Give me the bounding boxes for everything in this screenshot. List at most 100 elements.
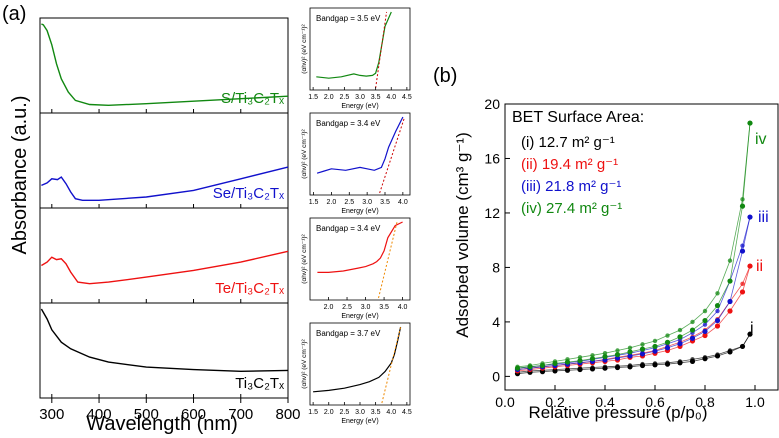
adsorption-point <box>727 308 733 314</box>
inset-tick-label: 2.0 <box>324 94 334 101</box>
bandgap-label: Bandgap = 3.4 eV <box>316 119 381 128</box>
desorption-point <box>715 352 720 357</box>
desorption-point <box>552 359 558 364</box>
adsorption-point <box>639 351 646 357</box>
desorption-point <box>615 363 620 369</box>
panel-a-ylabel: Absorbance (a.u.) <box>9 96 31 255</box>
inset-tick-label: 2.0 <box>324 304 334 311</box>
x-tick-label: 600 <box>181 406 206 423</box>
series-label: ii <box>756 258 763 275</box>
spectrum-label: Se/Ti₃C₂Tₓ <box>213 185 284 202</box>
tauc-curve <box>313 326 402 393</box>
adsorption-point <box>739 248 746 254</box>
desorption-point <box>747 214 753 220</box>
adsorption-point <box>689 327 696 333</box>
adsorption-point <box>677 341 683 347</box>
inset-tick-label: 2.5 <box>342 304 352 311</box>
series-label: iii <box>758 209 769 226</box>
legend-entry: (iii) 21.8 m² g⁻¹ <box>521 178 621 195</box>
tauc-curve <box>317 221 403 273</box>
inset-frame <box>309 112 411 196</box>
tauc-fit-line <box>378 221 398 299</box>
inset-ylabel: (αhν)² (eV cm⁻¹)² <box>301 338 308 388</box>
inset-ylabel: (αhν)² (eV cm⁻¹)² <box>301 23 308 73</box>
inset-tick-label: 3.0 <box>361 304 371 311</box>
bandgap-label: Bandgap = 3.5 eV <box>316 14 381 23</box>
panel-b-xlabel: Relative pressure (p/p₀) <box>528 403 707 422</box>
adsorption-point <box>689 335 696 341</box>
desorption-point <box>740 344 745 349</box>
adsorption-line <box>517 333 751 375</box>
bet-legend-title: BET Surface Area: <box>512 109 644 126</box>
desorption-point <box>565 357 570 362</box>
x-tick-label: 0.8 <box>695 394 715 410</box>
desorption-point <box>740 281 745 286</box>
panel-b-ylabel: Adsorbed volume (cm³ g⁻¹) <box>453 132 472 337</box>
adsorption-point <box>714 317 721 324</box>
adsorption-point <box>727 298 733 305</box>
desorption-point <box>740 243 745 248</box>
desorption-point <box>690 319 695 325</box>
spectrum-frame <box>39 302 289 399</box>
inset-tick-label: 2.0 <box>327 199 337 206</box>
inset-xlabel: Energy (eV) <box>341 313 378 320</box>
legend-entry: (ii) 19.4 m² g⁻¹ <box>521 156 618 173</box>
panel-b-label: (b) <box>433 65 457 87</box>
desorption-point <box>577 355 583 360</box>
inset-tick-label: 4.5 <box>402 94 412 101</box>
inset-tick-label: 4.0 <box>398 199 408 206</box>
inset-frame <box>309 217 411 301</box>
desorption-point <box>740 197 745 202</box>
spectrum-label: S/Ti₃C₂Tₓ <box>221 90 284 107</box>
spectrum-label: Te/Ti₃C₂Tₓ <box>215 280 284 297</box>
inset-tick-label: 3.0 <box>362 199 372 206</box>
inset-tick-label: 4.0 <box>398 304 408 311</box>
desorption-line <box>517 265 751 370</box>
desorption-line <box>517 216 751 369</box>
desorption-point <box>727 348 733 353</box>
spectrum-line <box>41 250 289 285</box>
desorption-point <box>640 342 645 347</box>
desorption-point <box>715 308 720 314</box>
inset-ylabel: (αhν)² (eV cm⁻¹)² <box>301 128 308 178</box>
desorption-point <box>747 263 753 269</box>
y-tick-label: 4 <box>492 314 500 330</box>
inset-tick-label: 2.5 <box>344 199 354 206</box>
x-tick-label: 0.2 <box>545 394 565 410</box>
panel-a-xticks: 300 400 500 600 700 800 <box>39 398 301 423</box>
inset-tick-label: 3.5 <box>371 94 381 101</box>
inset-tick-label: 2.5 <box>340 94 350 101</box>
x-tick-label: 0.0 <box>495 394 515 410</box>
desorption-point <box>540 361 545 366</box>
inset-tick-label: 3.5 <box>371 409 381 416</box>
desorption-point <box>627 345 633 350</box>
adsorption-point <box>702 332 708 339</box>
tauc-fit-line <box>379 116 406 194</box>
panel-a-label: (a) <box>2 3 26 25</box>
desorption-point <box>677 359 683 364</box>
adsorption-point <box>639 346 646 352</box>
inset-tick-label: 2.0 <box>324 409 334 416</box>
inset-tick-label: 3.0 <box>355 94 365 101</box>
x-tick-label: 1.0 <box>745 394 765 410</box>
spectrum-label: Ti₃C₂Tₓ <box>235 375 284 392</box>
x-tick-label: 0.4 <box>595 394 615 410</box>
bandgap-label: Bandgap = 3.7 eV <box>316 329 381 338</box>
bet-legend: (i) 12.7 m² g⁻¹ (ii) 19.4 m² g⁻¹ (iii) 21.… <box>521 134 622 217</box>
inset-tick-label: 3.5 <box>379 304 389 311</box>
desorption-point <box>727 258 733 263</box>
desorption-point <box>665 333 670 338</box>
adsorption-point <box>677 334 683 340</box>
adsorption-point <box>702 317 708 324</box>
adsorption-point <box>739 203 746 209</box>
spectrum-line <box>40 308 289 373</box>
y-tick-label: 20 <box>484 96 500 112</box>
inset-tick-label: 4.0 <box>386 409 396 416</box>
series-label: iv <box>755 131 767 148</box>
adsorption-point <box>627 349 633 355</box>
adsorption-point <box>664 339 671 345</box>
adsorption-point <box>714 302 721 309</box>
desorption-point <box>590 365 595 370</box>
desorption-point <box>515 364 520 370</box>
